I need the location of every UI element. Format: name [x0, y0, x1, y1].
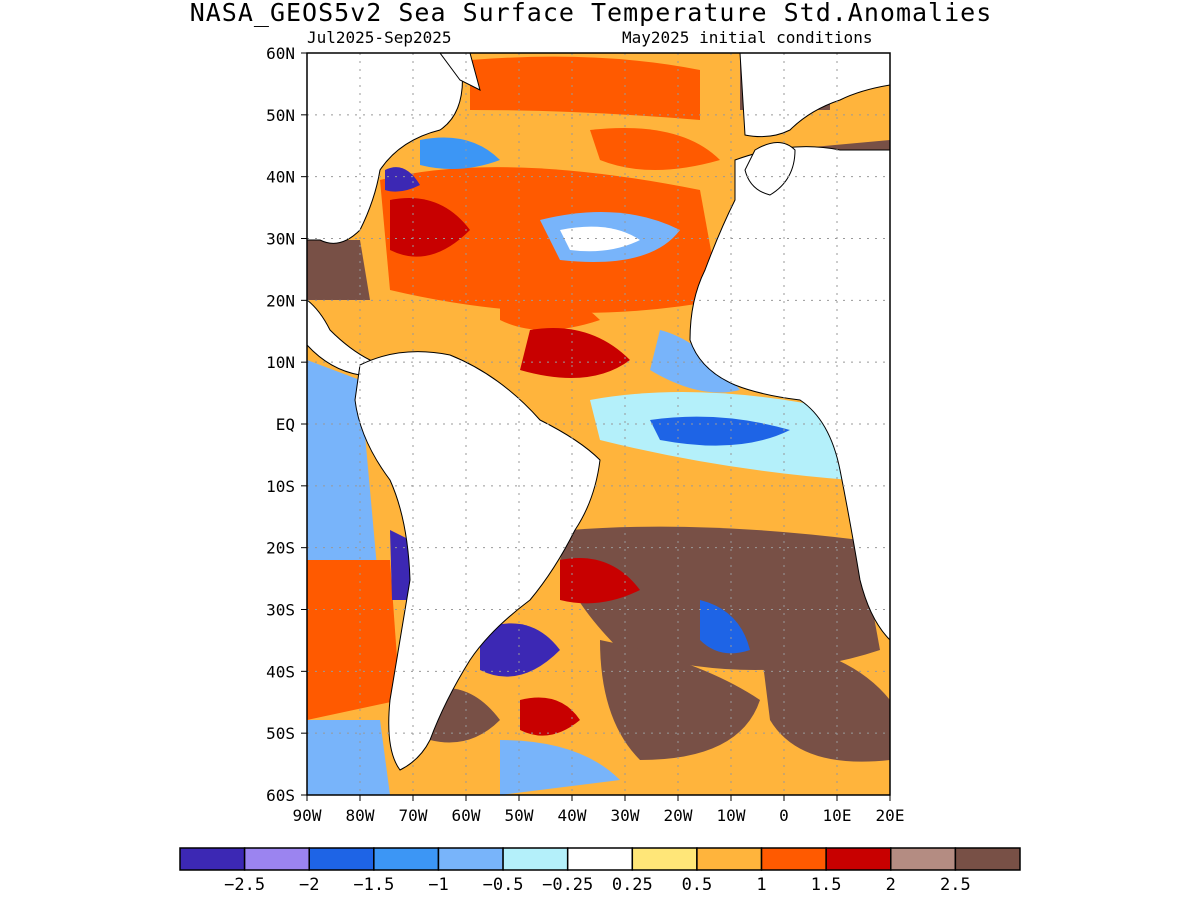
colorbar-swatch: [890, 847, 957, 871]
colorbar-swatch: [696, 847, 763, 871]
colorbar: [179, 847, 1021, 871]
cold-patch: [385, 167, 420, 192]
colorbar-swatch: [437, 847, 504, 871]
colorbar-labels: −2.5 −2 −1.5 −1 −0.5 −0.25 0.25 0.5 1 1.5 2 2.5: [224, 875, 971, 895]
warm-patch: [307, 560, 400, 720]
colorbar-label: 0.5: [682, 875, 713, 895]
lon-tick-label: 30W: [611, 806, 640, 825]
iberia-land: [744, 142, 796, 196]
colorbar-label: −1.5: [353, 875, 394, 895]
colorbar-label: −2.5: [224, 875, 265, 895]
warm-patch: [500, 293, 600, 330]
south-america-land: [354, 351, 601, 771]
hot-patch: [520, 328, 630, 378]
europe-land: [739, 53, 890, 138]
warm-patch: [470, 56, 700, 120]
lat-tick-label: 30N: [266, 230, 295, 249]
cool-patch: [420, 137, 500, 169]
colorbar-swatch: [179, 847, 246, 871]
colorbar-swatch: [373, 847, 440, 871]
extreme-warm-patch: [600, 640, 760, 760]
lat-tick-label: 60N: [266, 44, 295, 63]
lon-tick-label: 20E: [876, 806, 905, 825]
lat-tick-label: 30S: [266, 601, 295, 620]
colorbar-swatch: [243, 847, 310, 871]
hot-patch: [390, 198, 470, 257]
lon-tick-label: 60W: [452, 806, 481, 825]
lon-tick-label: 90W: [293, 806, 322, 825]
colorbar-label: 1.5: [811, 875, 842, 895]
colorbar-label: −2: [299, 875, 319, 895]
lat-tick-label: EQ: [276, 415, 295, 434]
lon-tick-label: 20W: [664, 806, 693, 825]
extreme-warm-patch: [760, 640, 890, 762]
lat-tick-label: 40S: [266, 662, 295, 681]
initial-conditions-label: May2025 initial conditions: [622, 28, 873, 47]
north-america-land: [307, 53, 463, 244]
cold-patch: [480, 623, 560, 677]
forecast-period: Jul2025-Sep2025: [307, 28, 452, 47]
colorbar-swatch: [308, 847, 375, 871]
lat-tick-label: 50S: [266, 724, 295, 743]
colorbar-label: 0.25: [612, 875, 653, 895]
colorbar-swatch: [825, 847, 892, 871]
colorbar-swatch: [760, 847, 827, 871]
warm-patch: [590, 128, 720, 170]
lat-tick-label: 10N: [266, 353, 295, 372]
lat-tick-label: 10S: [266, 477, 295, 496]
lat-tick-label: 20S: [266, 539, 295, 558]
cool-patch: [700, 600, 750, 654]
lat-tick-label: 60S: [266, 786, 295, 805]
colorbar-label: −0.25: [542, 875, 593, 895]
longitude-labels: 90W 80W 70W 60W 50W 40W 30W 20W 10W 0 10E 20E: [293, 795, 905, 825]
neutral-patch: [560, 226, 640, 252]
lon-tick-label: 10W: [717, 806, 746, 825]
colorbar-swatch: [502, 847, 569, 871]
hot-patch: [560, 558, 640, 604]
hot-patch: [520, 697, 580, 736]
lon-tick-label: 0: [779, 806, 789, 825]
map-grid: [307, 53, 890, 795]
lon-tick-label: 80W: [346, 806, 375, 825]
cool-patch: [650, 330, 740, 393]
colorbar-label: 2: [886, 875, 896, 895]
lon-tick-label: 70W: [399, 806, 428, 825]
extreme-warm-patch: [307, 240, 370, 300]
lon-tick-label: 40W: [558, 806, 587, 825]
colorbar-label: −0.5: [483, 875, 524, 895]
colorbar-label: 1: [756, 875, 766, 895]
cool-patch: [307, 720, 390, 795]
lon-tick-label: 50W: [505, 806, 534, 825]
colorbar-label: 2.5: [940, 875, 971, 895]
central-america-land: [307, 299, 371, 376]
colorbar-swatch: [954, 847, 1021, 871]
cool-patch: [500, 740, 620, 795]
map-title: NASA_GEOS5v2 Sea Surface Temperature Std…: [189, 0, 993, 27]
anomaly-field: [307, 53, 890, 795]
latitude-labels: 60N 50N 40N 30N 20N 10N EQ 10S 20S 30S 40S 50S 60S: [266, 44, 307, 805]
lon-tick-label: 10E: [823, 806, 852, 825]
colorbar-swatch: [631, 847, 698, 871]
extreme-warm-patch: [430, 688, 500, 743]
lat-tick-label: 50N: [266, 106, 295, 125]
lat-tick-label: 40N: [266, 168, 295, 187]
extreme-warm-patch: [560, 526, 880, 670]
lat-tick-label: 20N: [266, 291, 295, 310]
greenland-land: [439, 53, 481, 91]
colorbar-swatch: [566, 847, 634, 871]
colorbar-label: −1: [428, 875, 448, 895]
